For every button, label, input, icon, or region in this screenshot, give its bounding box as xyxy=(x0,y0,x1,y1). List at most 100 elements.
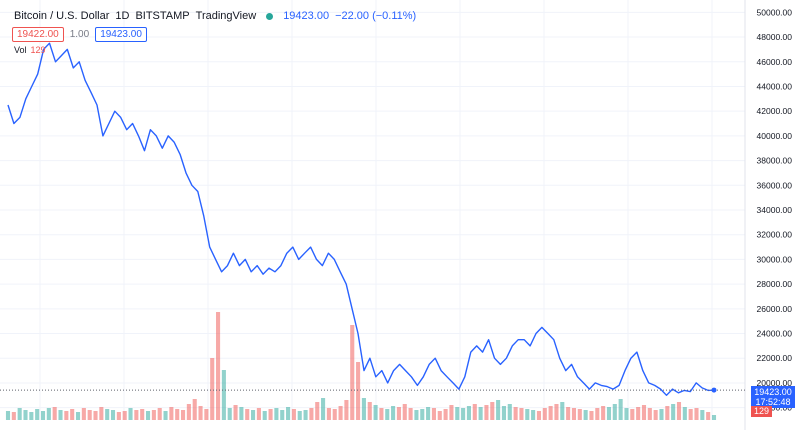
volume-bar xyxy=(706,412,711,420)
volume-bar xyxy=(391,406,396,420)
volume-bar xyxy=(75,412,81,420)
volume-bar xyxy=(688,409,693,420)
volume-bar xyxy=(210,358,215,420)
volume-bar xyxy=(700,410,705,420)
volume-bar xyxy=(647,408,652,420)
volume-bar xyxy=(606,407,612,420)
volume-bar xyxy=(618,399,623,420)
volume-bar xyxy=(332,409,337,420)
volume-bar xyxy=(198,406,203,420)
volume-bar xyxy=(338,406,343,420)
volume-bar xyxy=(536,411,542,420)
symbol-title[interactable]: Bitcoin / U.S. Dollar xyxy=(14,10,110,22)
volume-bar xyxy=(268,409,273,420)
volume-bar xyxy=(321,398,326,420)
y-tick-label: 26000.00 xyxy=(757,304,793,314)
volume-bar xyxy=(571,408,577,420)
volume-bar xyxy=(64,411,69,420)
volume-bar xyxy=(17,408,22,420)
volume-bar xyxy=(507,404,512,420)
volume-bar xyxy=(256,408,261,420)
volume-bar xyxy=(548,406,553,420)
volume-bar xyxy=(5,411,11,420)
volume-bar xyxy=(262,411,267,420)
volume-bar xyxy=(665,406,670,420)
y-tick-label: 34000.00 xyxy=(757,205,793,215)
volume-bar xyxy=(303,410,308,420)
y-tick-label: 32000.00 xyxy=(757,230,793,240)
volume-bar xyxy=(356,362,361,420)
volume-bar xyxy=(408,408,413,420)
volume-legend-value: 129 xyxy=(30,45,46,55)
volume-bar xyxy=(554,404,559,420)
volume-bar xyxy=(367,402,372,420)
volume-bar xyxy=(449,405,454,420)
volume-bar xyxy=(291,409,296,420)
y-tick-label: 48000.00 xyxy=(757,32,793,42)
provider-label: TradingView xyxy=(195,10,257,22)
volume-bar xyxy=(23,410,28,420)
y-tick-label: 50000.00 xyxy=(757,7,793,17)
volume-bar xyxy=(472,404,477,420)
volume-bar xyxy=(461,408,466,420)
volume-bar xyxy=(309,408,314,420)
volume-bar xyxy=(426,407,431,420)
volume-bar xyxy=(245,409,250,420)
y-tick-label: 40000.00 xyxy=(757,131,793,141)
price-change: −22.00 (−0.11%) xyxy=(335,10,417,22)
volume-bar xyxy=(501,406,506,420)
volume-bar xyxy=(221,370,226,420)
volume-bar xyxy=(40,411,46,420)
volume-bar xyxy=(315,402,320,420)
bar-countdown: 17:52:48 xyxy=(755,397,791,408)
volume-bar xyxy=(29,412,34,420)
y-tick-label: 28000.00 xyxy=(757,279,793,289)
sell-button[interactable]: 19422.00 xyxy=(12,27,64,42)
volume-bar xyxy=(641,405,647,420)
volume-bar xyxy=(163,411,168,420)
volume-bar xyxy=(280,410,285,420)
y-tick-label: 24000.00 xyxy=(757,329,793,339)
y-tick-label: 30000.00 xyxy=(757,254,793,264)
volume-bar xyxy=(286,407,291,420)
volume-bar xyxy=(105,409,110,420)
volume-bar xyxy=(589,411,594,420)
volume-bar xyxy=(443,409,448,420)
volume-legend[interactable]: Vol 129 xyxy=(14,45,46,55)
volume-bar xyxy=(140,409,145,420)
last-price-tag-value: 19423.00 xyxy=(754,387,792,398)
volume-bar xyxy=(531,410,536,420)
order-panel: 19422.00 1.00 19423.00 xyxy=(12,27,147,42)
y-tick-label: 38000.00 xyxy=(757,156,793,166)
volume-bar xyxy=(653,410,658,420)
volume-bar xyxy=(180,410,186,420)
volume-bar xyxy=(35,409,40,420)
volume-bar xyxy=(52,407,57,420)
volume-bar xyxy=(344,400,349,420)
exchange-label: BITSTAMP xyxy=(135,10,190,22)
volume-bar xyxy=(110,410,116,420)
volume-bar xyxy=(659,409,664,420)
interval-label[interactable]: 1D xyxy=(115,10,130,22)
market-status-icon xyxy=(266,12,274,20)
volume-bar xyxy=(636,407,641,420)
volume-bar xyxy=(583,410,588,420)
volume-bar xyxy=(484,405,489,420)
volume-bar xyxy=(251,410,256,420)
volume-bar xyxy=(595,408,600,420)
y-tick-label: 22000.00 xyxy=(757,353,793,363)
volume-bar xyxy=(58,410,63,420)
volume-bar xyxy=(694,408,699,420)
last-price: 19423.00 xyxy=(283,10,330,22)
volume-bar xyxy=(169,407,174,420)
volume-bar xyxy=(385,409,390,420)
volume-bar xyxy=(420,409,425,420)
volume-bar xyxy=(373,405,378,420)
volume-bar xyxy=(566,407,571,420)
volume-bar xyxy=(560,402,565,420)
volume-bar xyxy=(116,412,121,420)
buy-button[interactable]: 19423.00 xyxy=(95,27,147,42)
volume-bar xyxy=(361,398,366,420)
volume-bar xyxy=(175,409,180,420)
